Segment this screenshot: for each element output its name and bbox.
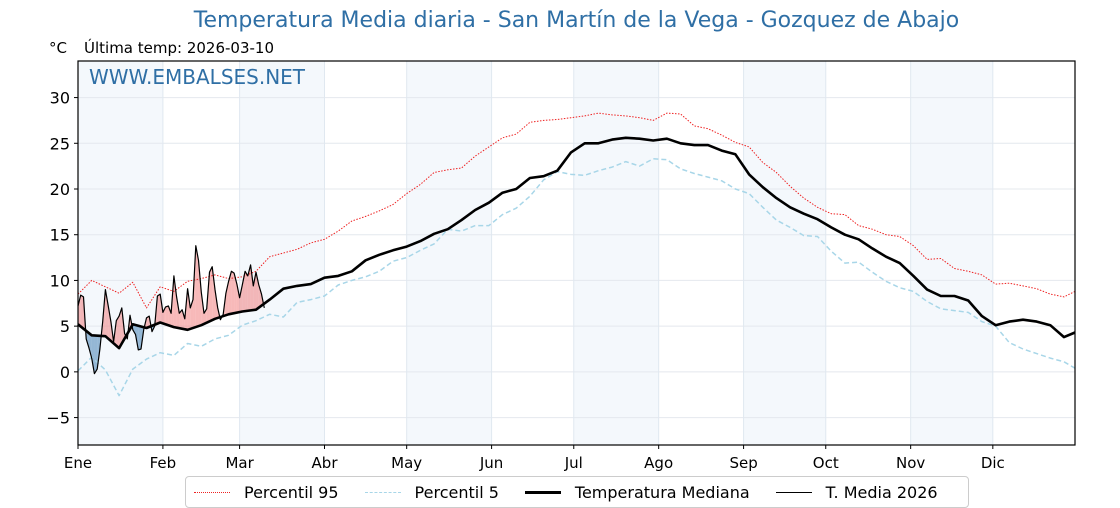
legend-swatch-p5 xyxy=(365,492,401,493)
month-band-jul xyxy=(574,61,659,445)
x-tick-label-feb: Feb xyxy=(150,454,177,472)
y-tick-label: 10 xyxy=(50,271,70,290)
y-tick-label: 25 xyxy=(50,134,70,153)
fill-above-median xyxy=(157,294,160,323)
legend: Percentil 95 Percentil 5 Temperatura Med… xyxy=(185,476,969,508)
x-tick-label-oct: Oct xyxy=(813,454,839,472)
month-band-mar xyxy=(240,61,325,445)
legend-label-p5: Percentil 5 xyxy=(415,483,499,502)
legend-label-median: Temperatura Mediana xyxy=(575,483,750,502)
x-tick-label-mar: Mar xyxy=(225,454,254,472)
legend-label-p95: Percentil 95 xyxy=(244,483,339,502)
y-tick-label: 30 xyxy=(50,89,70,108)
legend-item-2026: T. Media 2026 xyxy=(776,483,938,502)
fill-above-median xyxy=(81,295,84,329)
month-band-nov xyxy=(911,61,993,445)
x-tick-label-ene: Ene xyxy=(64,454,92,472)
x-tick-label-ago: Ago xyxy=(644,454,673,472)
x-tick-label-jul: Jul xyxy=(564,454,583,472)
legend-item-median: Temperatura Mediana xyxy=(525,483,750,502)
x-tick-label-sep: Sep xyxy=(729,454,757,472)
legend-item-p5: Percentil 5 xyxy=(365,483,499,502)
month-band-may xyxy=(407,61,492,445)
x-tick-label-may: May xyxy=(391,454,422,472)
y-tick-label: −5 xyxy=(46,409,70,428)
fill-above-median xyxy=(245,271,248,311)
month-band-ene xyxy=(78,61,163,445)
x-tick-label-nov: Nov xyxy=(896,454,925,472)
month-bands xyxy=(78,61,993,445)
y-tick-label: 5 xyxy=(60,317,70,336)
y-tick-label: 15 xyxy=(50,226,70,245)
y-tick-label: 20 xyxy=(50,180,70,199)
legend-swatch-median xyxy=(525,491,561,494)
legend-item-p95: Percentil 95 xyxy=(194,483,339,502)
x-axis: Ene Feb Mar Abr May Jun Jul Ago Sep Oct Nov Dic xyxy=(64,445,1005,472)
y-axis: −5 0 5 10 15 20 25 30 xyxy=(46,89,78,428)
x-tick-label-dic: Dic xyxy=(981,454,1005,472)
legend-swatch-2026 xyxy=(776,492,812,493)
y-tick-label: 0 xyxy=(60,363,70,382)
month-band-sep xyxy=(744,61,826,445)
x-tick-label-jun: Jun xyxy=(479,454,503,472)
fill-below-median xyxy=(138,326,141,350)
watermark: WWW.EMBALSES.NET xyxy=(89,65,306,89)
legend-label-2026: T. Media 2026 xyxy=(826,483,938,502)
legend-swatch-p95 xyxy=(194,492,230,493)
fill-above-median xyxy=(166,306,169,325)
x-tick-label-abr: Abr xyxy=(312,454,339,472)
